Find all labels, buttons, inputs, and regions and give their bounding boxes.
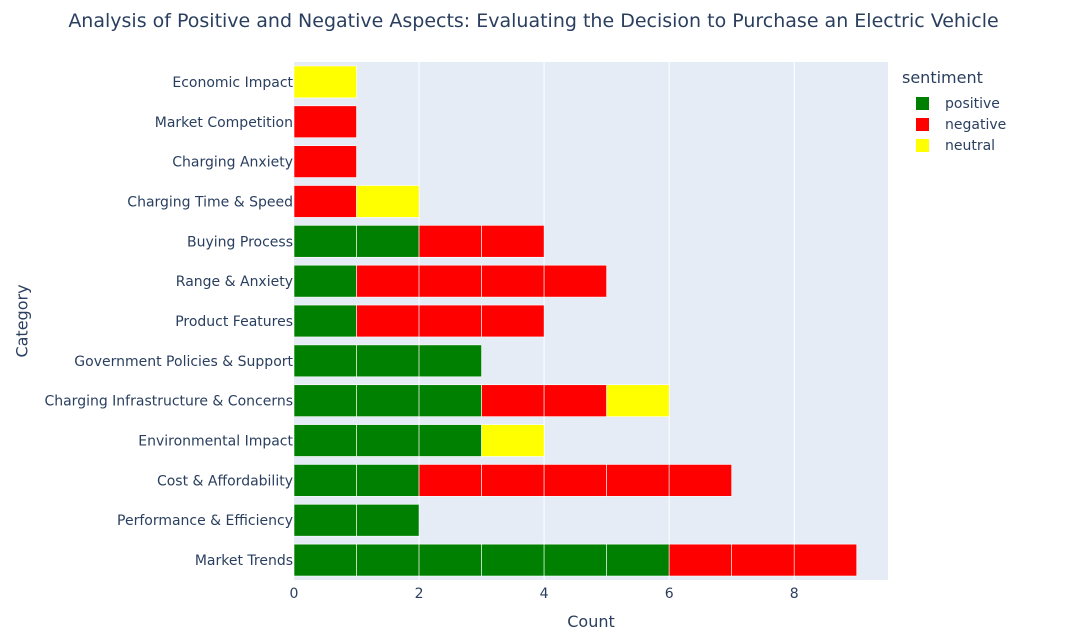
x-tick-label-4: 4 [540, 586, 549, 602]
y-tick-label-performance-efficiency: Performance & Efficiency [117, 513, 293, 529]
bar-cost-affordability-negative-1[interactable] [418, 464, 482, 497]
bar-economic-impact-neutral-1[interactable] [293, 65, 357, 99]
x-tick-label-0: 0 [290, 586, 299, 602]
bar-buying-process-positive-2[interactable] [356, 225, 420, 258]
bar-charging-time-speed-neutral-1[interactable] [356, 185, 420, 218]
bar-buying-process-negative-2[interactable] [481, 225, 545, 258]
bar-market-trends-positive-5[interactable] [543, 543, 607, 577]
bar-environmental-impact-positive-3[interactable] [418, 424, 482, 457]
legend: sentiment positive negative neutral [902, 68, 1006, 156]
bar-performance-efficiency-positive-1[interactable] [293, 503, 357, 537]
bar-market-competition-negative-1[interactable] [293, 105, 357, 139]
y-tick-label-range-anxiety: Range & Anxiety [176, 274, 293, 290]
legend-title: sentiment [902, 68, 983, 87]
bar-cost-affordability-negative-3[interactable] [543, 464, 607, 497]
bar-environmental-impact-positive-2[interactable] [356, 424, 420, 457]
bar-cost-affordability-positive-1[interactable] [293, 464, 357, 497]
bar-product-features-negative-1[interactable] [356, 304, 420, 338]
bar-buying-process-negative-1[interactable] [418, 225, 482, 258]
bar-market-trends-negative-1[interactable] [668, 543, 732, 577]
chart-title: Analysis of Positive and Negative Aspect… [68, 10, 999, 32]
bar-product-features-negative-3[interactable] [481, 304, 545, 338]
y-axis-label: Category [12, 284, 32, 358]
x-tick-label-8: 8 [790, 586, 799, 602]
legend-label-neutral: neutral [945, 137, 996, 154]
bar-product-features-positive-1[interactable] [293, 304, 357, 338]
bar-product-features-negative-2[interactable] [418, 304, 482, 338]
bar-market-trends-positive-4[interactable] [481, 543, 545, 577]
bar-environmental-impact-positive-1[interactable] [293, 424, 357, 457]
legend-item-positive[interactable]: positive [902, 93, 1006, 114]
legend-swatch-negative [916, 118, 929, 131]
y-tick-label-buying-process: Buying Process [187, 234, 293, 250]
bar-government-policies-support-positive-2[interactable] [356, 344, 420, 378]
bar-charging-anxiety-negative-1[interactable] [293, 145, 357, 178]
legend-item-neutral[interactable]: neutral [902, 135, 1006, 156]
legend-swatch-neutral [916, 139, 929, 152]
legend-label-negative: negative [945, 116, 1007, 133]
x-axis-label: Count [567, 612, 615, 631]
bar-charging-infrastructure-concerns-positive-2[interactable] [356, 384, 420, 417]
y-tick-labels: Market Trends Performance & Efficiency Cos… [44, 75, 293, 569]
bar-buying-process-positive-1[interactable] [293, 225, 357, 258]
bar-government-policies-support-positive-3[interactable] [418, 344, 482, 378]
y-tick-label-charging-anxiety: Charging Anxiety [172, 155, 293, 171]
bar-market-trends-negative-3[interactable] [793, 543, 858, 577]
bar-range-anxiety-negative-2[interactable] [418, 264, 482, 298]
y-tick-label-market-competition: Market Competition [155, 115, 293, 131]
bar-range-anxiety-negative-1[interactable] [356, 264, 420, 298]
bar-charging-infrastructure-concerns-positive-1[interactable] [293, 384, 357, 417]
bar-cost-affordability-negative-4[interactable] [606, 464, 670, 497]
legend-item-negative[interactable]: negative [902, 114, 1006, 135]
bar-market-trends-negative-2[interactable] [731, 543, 795, 577]
legend-swatch-positive [916, 97, 929, 110]
y-tick-label-charging-infrastructure-concerns: Charging Infrastructure & Concerns [44, 394, 293, 410]
bar-charging-infrastructure-concerns-negative-2[interactable] [543, 384, 607, 417]
bar-market-trends-positive-2[interactable] [356, 543, 420, 577]
bar-range-anxiety-positive-1[interactable] [293, 264, 357, 298]
bar-market-trends-positive-6[interactable] [606, 543, 670, 577]
bar-charging-time-speed-negative-1[interactable] [293, 185, 357, 218]
bar-cost-affordability-negative-5[interactable] [668, 464, 732, 497]
bar-cost-affordability-positive-2[interactable] [356, 464, 420, 497]
x-tick-labels: 0 2 4 6 8 [290, 586, 799, 602]
bar-charging-infrastructure-concerns-positive-3[interactable] [418, 384, 482, 417]
y-tick-label-environmental-impact: Environmental Impact [138, 434, 293, 450]
x-tick-label-2: 2 [415, 586, 424, 602]
x-tick-label-6: 6 [665, 586, 674, 602]
bar-market-trends-positive-3[interactable] [418, 543, 482, 577]
bar-government-policies-support-positive-1[interactable] [293, 344, 357, 378]
bar-cost-affordability-negative-2[interactable] [481, 464, 545, 497]
y-tick-label-cost-affordability: Cost & Affordability [157, 473, 293, 489]
y-tick-label-product-features: Product Features [175, 314, 293, 330]
bar-environmental-impact-neutral-1[interactable] [481, 424, 545, 457]
bar-range-anxiety-negative-3[interactable] [481, 264, 545, 298]
bar-charging-infrastructure-concerns-negative-1[interactable] [481, 384, 545, 417]
bar-performance-efficiency-positive-2[interactable] [356, 503, 420, 537]
y-tick-label-market-trends: Market Trends [195, 553, 293, 569]
bar-charging-infrastructure-concerns-neutral-1[interactable] [606, 384, 670, 417]
y-tick-label-economic-impact: Economic Impact [172, 75, 293, 91]
y-tick-label-government-policies-support: Government Policies & Support [74, 354, 293, 370]
bars [293, 65, 858, 577]
legend-label-positive: positive [945, 95, 1000, 112]
bar-range-anxiety-negative-4[interactable] [543, 264, 607, 298]
y-tick-label-charging-time-speed: Charging Time & Speed [127, 194, 293, 210]
bar-market-trends-positive-1[interactable] [293, 543, 357, 577]
